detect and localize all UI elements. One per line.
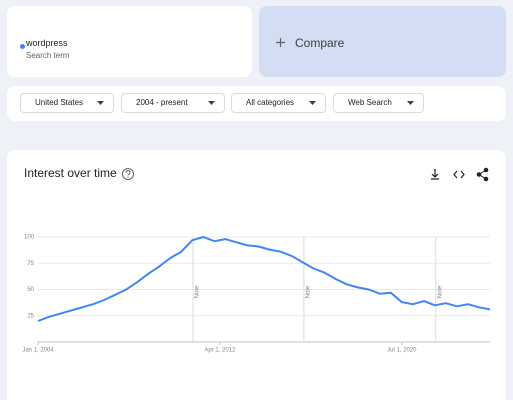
y-tick-label: 50 [27,287,34,293]
note-label: Note [195,285,201,298]
chart-card: Interest over time 25 50 75 100 Jan 1, 2004 A… [7,150,506,400]
chart-title: Interest over time [24,166,117,180]
filter-dropdown[interactable]: All categories [231,93,326,113]
y-tick-label: 100 [24,235,35,241]
note-label: Note [305,285,311,298]
compare-label[interactable]: Compare [295,36,345,50]
y-tick-label: 75 [27,261,34,267]
filter-label: United States [35,98,84,107]
help-icon[interactable] [122,168,134,180]
filter-dropdown[interactable]: Web Search [333,93,424,113]
filter-label: All categories [246,98,295,107]
filter-dropdown[interactable]: 2004 - present [121,93,225,113]
embed-icon[interactable] [453,170,465,179]
dropdown-arrow [407,101,414,105]
x-tick-label: Jul 1, 2020 [387,348,417,354]
search-caption: Search term [26,51,70,60]
dropdown-arrow [309,101,316,105]
x-tick-label: Jan 1, 2004 [22,348,54,354]
compare-card[interactable]: Compare [259,6,506,77]
share-icon[interactable] [476,167,489,182]
download-icon[interactable] [431,169,439,180]
series-dot [20,44,25,49]
filter-bar: United States 2004 - present All categor… [7,86,506,121]
y-tick-label: 25 [27,313,34,319]
filter-label: 2004 - present [136,98,188,107]
search-term-card[interactable]: wordpress Search term [7,6,252,77]
filter-dropdown[interactable]: United States [20,93,114,113]
search-term[interactable]: wordpress [26,38,68,48]
dropdown-arrow [97,101,104,105]
x-tick-label: Apr 1, 2012 [204,348,236,354]
note-label: Note [437,285,443,298]
plus-icon [276,38,285,47]
filter-label: Web Search [348,98,392,107]
dropdown-arrow [208,101,215,105]
chart: Interest over time 25 50 75 100 Jan 1, 2004 A… [22,166,491,354]
trend-line [37,236,491,322]
